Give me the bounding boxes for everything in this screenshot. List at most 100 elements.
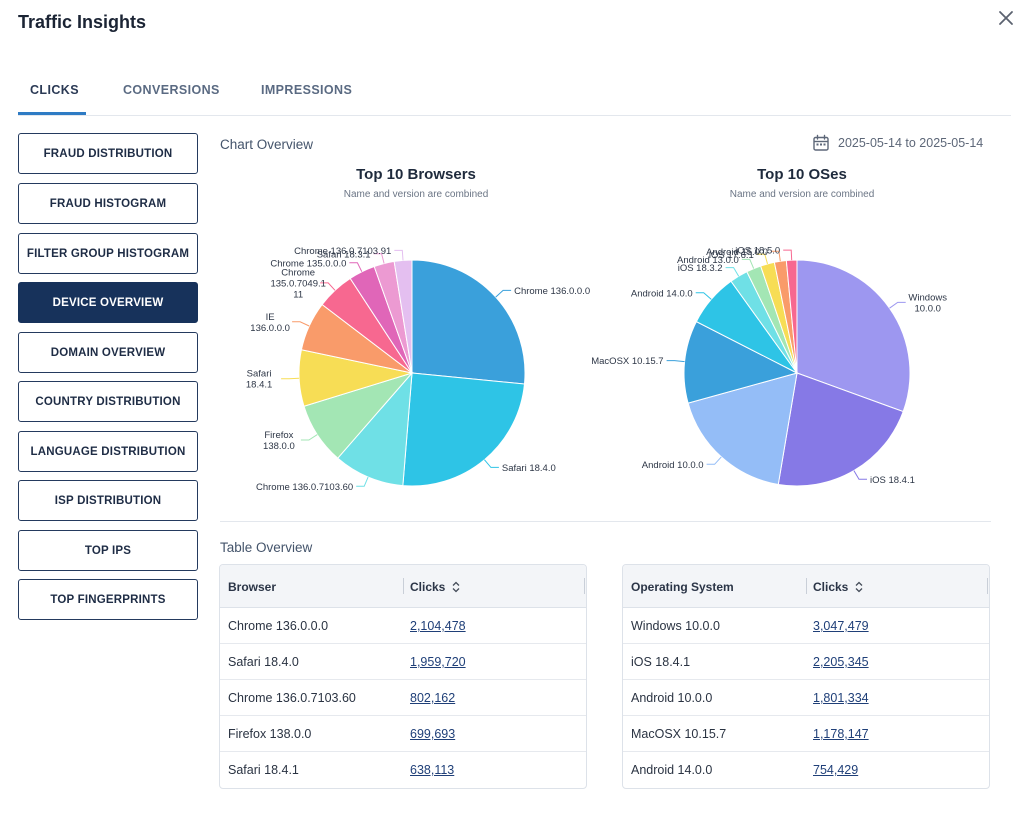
pie-label-chrome-136-0-0-0: Chrome 136.0.0.0 xyxy=(514,286,590,297)
tab-conversions[interactable]: CONVERSIONS xyxy=(123,83,220,97)
label-leader-line xyxy=(666,360,685,363)
pie-slice-chrome-136-0-7103-60[interactable] xyxy=(337,371,413,487)
pie-label-macosx-10-15-7: MacOSX 10.15.7 xyxy=(591,356,663,367)
browser-name-cell: Chrome 136.0.7103.60 xyxy=(228,691,356,705)
browser-table: Browser Clicks Chrome 136.0.0.0 2,104,478… xyxy=(219,564,587,789)
column-header-operating-system: Operating System xyxy=(631,580,734,594)
browser-name-cell: Chrome 136.0.0.0 xyxy=(228,619,329,633)
label-leader-line xyxy=(889,301,906,309)
table-row: Chrome 136.0.0.0 2,104,478 xyxy=(220,608,586,644)
nav-isp-distribution[interactable]: ISP DISTRIBUTION xyxy=(18,480,198,521)
label-leader-line xyxy=(853,470,867,480)
close-icon xyxy=(999,11,1013,25)
label-leader-line xyxy=(320,282,336,291)
pie-label-chrome-135-0-0-0: Chrome 135.0.0.0 xyxy=(270,258,346,269)
pie-label-chrome-135-0-7049-111: Chrome 135.0.7049.1 11 xyxy=(270,267,325,300)
os-name-cell: Android 14.0.0 xyxy=(631,763,713,777)
clicks-link[interactable]: 754,429 xyxy=(813,763,859,777)
clicks-link[interactable]: 2,104,478 xyxy=(410,619,466,633)
table-overview-label: Table Overview xyxy=(220,540,313,555)
nav-country-distribution[interactable]: COUNTRY DISTRIBUTION xyxy=(18,381,198,422)
label-leader-line xyxy=(484,459,499,468)
table-row: iOS 18.4.1 2,205,345 xyxy=(623,644,989,680)
table-row: Safari 18.4.0 1,959,720 xyxy=(220,644,586,680)
column-header-browser: Browser xyxy=(228,580,277,594)
nav-top-fingerprints[interactable]: TOP FINGERPRINTS xyxy=(18,579,198,620)
sort-icon xyxy=(452,581,460,593)
label-leader-line xyxy=(300,434,318,441)
nav-fraud-distribution[interactable]: FRAUD DISTRIBUTION xyxy=(18,133,198,174)
os-name-cell: Android 10.0.0 xyxy=(631,691,713,705)
table-row: MacOSX 10.15.7 1,178,147 xyxy=(623,716,989,752)
clicks-link[interactable]: 1,178,147 xyxy=(813,727,869,741)
clicks-link[interactable]: 2,205,345 xyxy=(813,655,869,669)
date-range[interactable]: 2025-05-14 to 2025-05-14 xyxy=(812,134,983,152)
pie-label-android-15-0-0: Android 15.0.0 xyxy=(706,247,768,258)
os-name-cell: Windows 10.0.0 xyxy=(631,619,720,633)
active-tab-indicator xyxy=(18,112,86,115)
column-header-clicks[interactable]: Clicks xyxy=(410,580,461,594)
tab-clicks[interactable]: CLICKS xyxy=(30,83,79,97)
pie-label-android-13-0-0: Android 13.0.0 xyxy=(677,255,739,266)
pie-slice-ios-18-5-0[interactable] xyxy=(785,259,798,374)
pie-label-chrome-136-0-7103-60: Chrome 136.0.7103.60 xyxy=(256,482,353,493)
pie-label-ios-18-3-2: iOS 18.3.2 xyxy=(678,263,723,274)
pie-label-android-14-0-0: Android 14.0.0 xyxy=(631,288,693,299)
pie-slice-chrome-136-0-0-0[interactable] xyxy=(411,259,526,385)
browser-name-cell: Safari 18.4.1 xyxy=(228,763,299,777)
nav-domain-overview[interactable]: DOMAIN OVERVIEW xyxy=(18,332,198,373)
oses-pie-chart[interactable]: Windows 10.0.0 iOS 18.4.1 Android 10.0.0 Mac… xyxy=(575,205,1005,515)
nav-fraud-histogram[interactable]: FRAUD HISTOGRAM xyxy=(18,183,198,224)
clicks-link[interactable]: 802,162 xyxy=(410,691,456,705)
clicks-link[interactable]: 1,959,720 xyxy=(410,655,466,669)
pie-slice-android-10-0-0[interactable] xyxy=(687,372,798,486)
table-header: Browser Clicks xyxy=(220,565,586,608)
pie-slice-windows-10-0-0[interactable] xyxy=(796,259,911,413)
browsers-chart-subtitle: Name and version are combined xyxy=(343,189,489,200)
pie-label-ios-18-5-0: iOS 18.5.0 xyxy=(735,246,780,257)
label-leader-line xyxy=(292,321,310,327)
pie-label-chrome-136-0-7103-91: Chrome 136.0.7103.91 xyxy=(294,246,391,257)
clicks-link[interactable]: 3,047,479 xyxy=(813,619,869,633)
dialog-title: Traffic Insights xyxy=(18,12,147,32)
pie-label-firefox-138-0-0: Firefox 138.0.0 xyxy=(263,430,295,452)
label-leader-line xyxy=(373,253,385,264)
sort-icon xyxy=(855,581,863,593)
clicks-link[interactable]: 638,113 xyxy=(410,763,455,777)
date-range-text: 2025-05-14 to 2025-05-14 xyxy=(838,136,984,150)
table-header: Operating System Clicks xyxy=(623,565,989,608)
table-row: Chrome 136.0.7103.60 802,162 xyxy=(220,680,586,716)
oses-chart-title: Top 10 OSes xyxy=(757,166,847,183)
browsers-pie-chart[interactable]: Chrome 136.0.0.0 Safari 18.4.0 Chrome 136.… xyxy=(220,205,620,515)
label-leader-line xyxy=(783,249,793,261)
pie-label-ie-136-0-0-0: IE 136.0.0.0 xyxy=(250,312,290,334)
table-row: Windows 10.0.0 3,047,479 xyxy=(623,608,989,644)
nav-top-ips[interactable]: TOP IPS xyxy=(18,530,198,571)
column-header-clicks[interactable]: Clicks xyxy=(813,580,864,594)
pie-label-ios-17-6-1: iOS 17.6.1 xyxy=(709,250,754,261)
tab-impressions[interactable]: IMPRESSIONS xyxy=(261,83,353,97)
calendar-icon xyxy=(813,134,829,151)
os-table: Operating System Clicks Windows 10.0.0 3,… xyxy=(622,564,990,789)
clicks-link[interactable]: 699,693 xyxy=(410,727,456,741)
chart-overview-label: Chart Overview xyxy=(220,137,314,152)
nav-filter-group-histogram[interactable]: FILTER GROUP HISTOGRAM xyxy=(18,233,198,274)
nav-device-overview[interactable]: DEVICE OVERVIEW xyxy=(18,282,198,323)
label-leader-line xyxy=(725,267,740,277)
label-leader-line xyxy=(770,250,781,262)
section-divider xyxy=(220,521,991,522)
label-leader-line xyxy=(356,476,369,487)
pie-label-windows-10-0-0: Windows 10.0.0 xyxy=(908,292,947,314)
pie-label-safari-18-4-0: Safari 18.4.0 xyxy=(502,463,556,474)
browser-name-cell: Safari 18.4.0 xyxy=(228,655,299,669)
table-row: Android 10.0.0 1,801,334 xyxy=(623,680,989,716)
nav-language-distribution[interactable]: LANGUAGE DISTRIBUTION xyxy=(18,431,198,472)
table-row: Android 14.0.0 754,429 xyxy=(623,752,989,788)
clicks-link[interactable]: 1,801,334 xyxy=(813,691,869,705)
label-leader-line xyxy=(741,258,755,269)
os-name-cell: MacOSX 10.15.7 xyxy=(631,727,727,741)
close-button[interactable] xyxy=(994,6,1018,30)
pie-label-ios-18-4-1: iOS 18.4.1 xyxy=(870,475,915,486)
label-leader-line xyxy=(695,292,712,300)
browsers-chart-title: Top 10 Browsers xyxy=(356,166,476,183)
